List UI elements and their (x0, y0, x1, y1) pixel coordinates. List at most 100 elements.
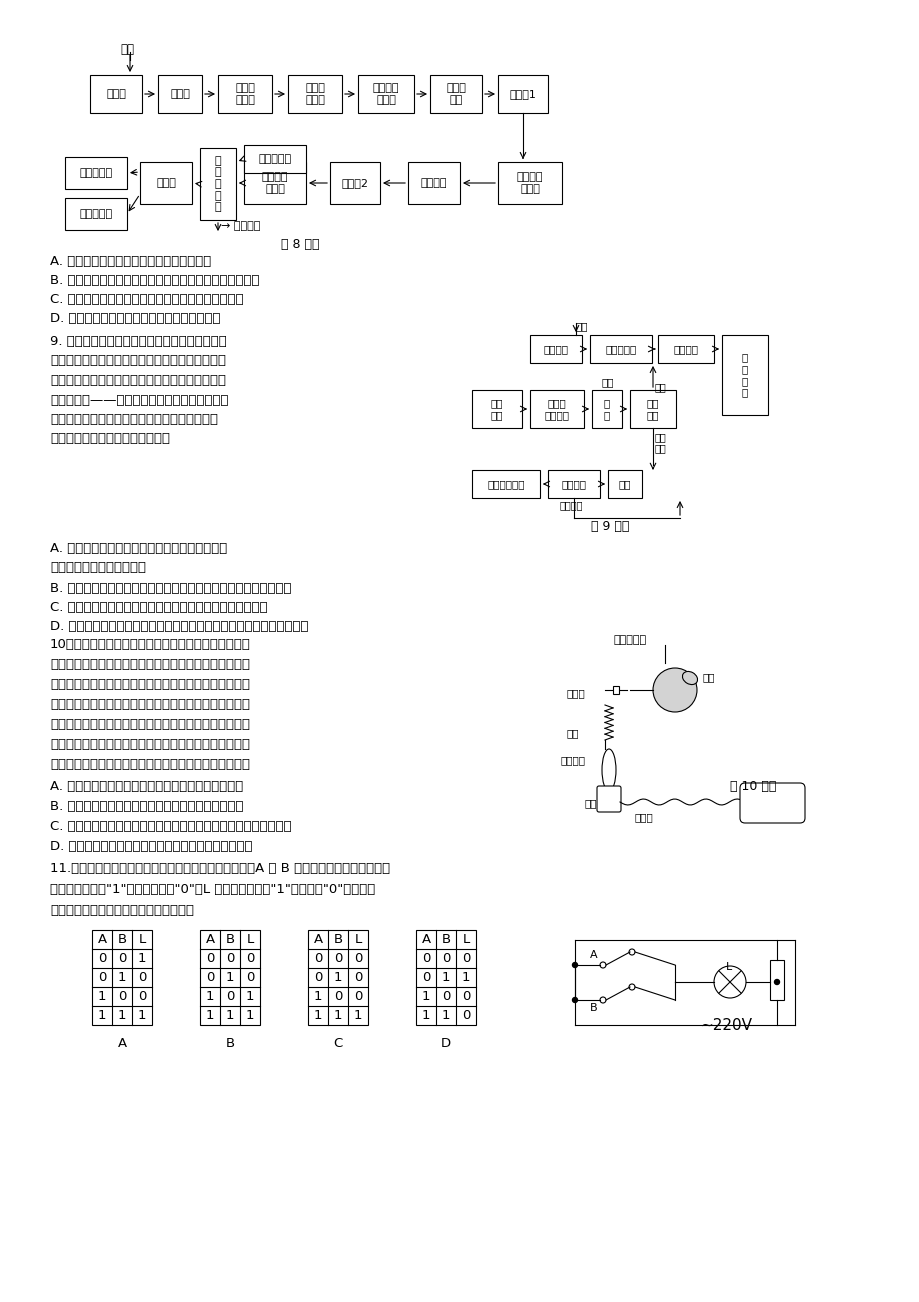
Text: L: L (246, 934, 254, 947)
Text: 浓缩
母液: 浓缩 母液 (654, 432, 666, 453)
Text: A: A (97, 934, 107, 947)
Text: 传动膜片: 传动膜片 (561, 755, 585, 766)
Text: 1: 1 (206, 1009, 214, 1022)
Text: 醋酸
废水: 醋酸 废水 (490, 398, 503, 419)
Text: 感温包: 感温包 (769, 785, 788, 796)
Bar (308, 930, 368, 1025)
Text: 1: 1 (313, 990, 322, 1003)
Bar (288, 76, 342, 113)
Text: 加烧碱
中和反应: 加烧碱 中和反应 (544, 398, 569, 419)
Text: C. 石英砂过滤器过滤与活性炭过滤器过滤是串行工序: C. 石英砂过滤器过滤与活性炭过滤器过滤是串行工序 (50, 293, 244, 306)
Text: 和膜盒内的感温剂气体的温度随之上升，压强增大，使传: 和膜盒内的感温剂气体的温度随之上升，压强增大，使传 (50, 678, 250, 691)
Text: 0: 0 (313, 952, 322, 965)
Text: 产品包装入库: 产品包装入库 (487, 479, 524, 490)
Text: B: B (589, 1003, 597, 1013)
Bar (607, 470, 641, 497)
Text: 1: 1 (138, 1009, 146, 1022)
Text: 1: 1 (421, 990, 430, 1003)
Text: 进入真空泵: 进入真空泵 (605, 344, 636, 354)
Text: 1: 1 (245, 990, 254, 1003)
Text: B: B (441, 934, 450, 947)
Text: 气
水
混
合
器: 气 水 混 合 器 (214, 156, 221, 212)
Text: 的角度分析，以下说法不正确的是: 的角度分析，以下说法不正确的是 (50, 432, 170, 445)
Text: 作原理描述，下列关于该温度控制系统说法中不正确的是: 作原理描述，下列关于该温度控制系统说法中不正确的是 (50, 758, 250, 771)
Text: 离心分离: 离心分离 (561, 479, 586, 490)
Text: 0: 0 (354, 990, 362, 1003)
Text: B: B (225, 1036, 234, 1049)
Text: 废气: 废气 (654, 381, 666, 392)
Text: 0: 0 (97, 952, 106, 965)
Text: 0: 0 (245, 971, 254, 984)
Text: 活性炭
过滤器: 活性炭 过滤器 (305, 83, 324, 104)
Text: 一级反渗
透主机: 一级反渗 透主机 (516, 172, 542, 194)
Bar (471, 470, 539, 497)
Text: 1: 1 (421, 1009, 430, 1022)
Text: B. 感温包如被电冰箱内冰霜覆盖后会导致制冷不正常: B. 感温包如被电冰箱内冰霜覆盖后会导致制冷不正常 (50, 799, 244, 812)
Text: 1: 1 (441, 971, 449, 984)
Bar (357, 76, 414, 113)
Text: 原水箱: 原水箱 (106, 89, 126, 99)
Text: → 生产用水: → 生产用水 (221, 221, 260, 230)
Text: 11.【加试题】如图所示为楼道照明灯的控制示意电路。A 和 B 分别表示光控开关和声控开: 11.【加试题】如图所示为楼道照明灯的控制示意电路。A 和 B 分别表示光控开关… (50, 862, 390, 875)
Text: A: A (118, 1036, 127, 1049)
Bar (769, 960, 783, 1000)
Text: 0: 0 (138, 971, 146, 984)
Text: 10．如图所示是某款电冰箱温度控制系统部分结构示意: 10．如图所示是某款电冰箱温度控制系统部分结构示意 (50, 638, 251, 651)
Text: 0: 0 (461, 1009, 470, 1022)
Bar (589, 335, 652, 363)
Text: D. 过滤环节出现问题，将会影响后续环节正常进行，体现系统的相关性: D. 过滤环节出现问题，将会影响后续环节正常进行，体现系统的相关性 (50, 620, 308, 633)
Text: 9. 如图所示是某公司利用醋酸废水生产醋酸钠的: 9. 如图所示是某公司利用醋酸废水生产醋酸钠的 (50, 335, 226, 348)
Text: ~220V: ~220V (699, 1018, 751, 1032)
Text: 0: 0 (313, 971, 322, 984)
Text: 出合格产品——醋酸钠（醋酸钠主要用于印染工: 出合格产品——醋酸钠（醋酸钠主要用于印染工 (50, 393, 228, 406)
Text: 关，开关闭合为"1"，开关断开为"0"；L 表示灯，灯亮为"1"，灯灭为"0"。关于该: 关，开关闭合为"1"，开关断开为"0"；L 表示灯，灯亮为"1"，灯灭为"0"。… (50, 883, 375, 896)
Text: 滤液: 滤液 (601, 378, 614, 387)
Text: B: B (118, 934, 127, 947)
Text: D. 电冰箱工作电压波动属于该温度控制系统的干扰因素: D. 电冰箱工作电压波动属于该温度控制系统的干扰因素 (50, 840, 252, 853)
Text: 0: 0 (354, 971, 362, 984)
Bar (415, 930, 475, 1025)
Text: 二级反渗
透主机: 二级反渗 透主机 (262, 172, 288, 194)
Bar (65, 158, 127, 189)
Text: 动膜片向外伸胀，通过连接杆推动电触点闭合，于是电路: 动膜片向外伸胀，通过连接杆推动电触点闭合，于是电路 (50, 698, 250, 711)
Circle shape (774, 979, 778, 984)
Text: 1: 1 (118, 971, 126, 984)
Bar (90, 76, 142, 113)
Text: 高压泵1: 高压泵1 (509, 89, 536, 99)
Text: 高压泵2: 高压泵2 (341, 178, 369, 187)
Text: 石英砂
过滤器: 石英砂 过滤器 (235, 83, 255, 104)
Bar (529, 391, 584, 428)
Text: 0: 0 (206, 952, 214, 965)
Text: 1: 1 (225, 1009, 234, 1022)
Bar (471, 391, 521, 428)
FancyBboxPatch shape (596, 786, 620, 812)
Text: 1: 1 (245, 1009, 254, 1022)
Text: 0: 0 (421, 952, 430, 965)
Ellipse shape (682, 672, 697, 685)
Text: 0: 0 (441, 990, 449, 1003)
Text: 0: 0 (354, 952, 362, 965)
Text: A: A (421, 934, 430, 947)
Text: 0: 0 (461, 952, 470, 965)
Bar (92, 930, 152, 1025)
Text: 1: 1 (97, 1009, 106, 1022)
Text: 阻垢剂投
加设备: 阻垢剂投 加设备 (372, 83, 399, 104)
Bar (199, 148, 236, 220)
Text: B. 在加烧碱中和反应时要应用科学方法计算分析，体现科学性原则: B. 在加烧碱中和反应时要应用科学方法计算分析，体现科学性原则 (50, 582, 291, 595)
Bar (244, 161, 306, 204)
Text: D. 提取生产用水和气水混合器杀菌是串行工序: D. 提取生产用水和气水混合器杀菌是串行工序 (50, 312, 221, 326)
Text: 结晶: 结晶 (618, 479, 630, 490)
Text: 0: 0 (225, 952, 234, 965)
Text: 凸轮: 凸轮 (702, 672, 715, 682)
Bar (497, 76, 548, 113)
Bar (330, 161, 380, 204)
Bar (630, 391, 675, 428)
Text: 增压泵: 增压泵 (170, 89, 189, 99)
Text: 1: 1 (334, 1009, 342, 1022)
Text: D: D (440, 1036, 450, 1049)
Circle shape (572, 962, 577, 967)
Bar (497, 161, 562, 204)
Text: 中间水箱: 中间水箱 (420, 178, 447, 187)
Text: A: A (589, 950, 597, 960)
Text: 工艺流程。醋酸废水直接排放将造成环境污染，该: 工艺流程。醋酸废水直接排放将造成环境污染，该 (50, 354, 226, 367)
